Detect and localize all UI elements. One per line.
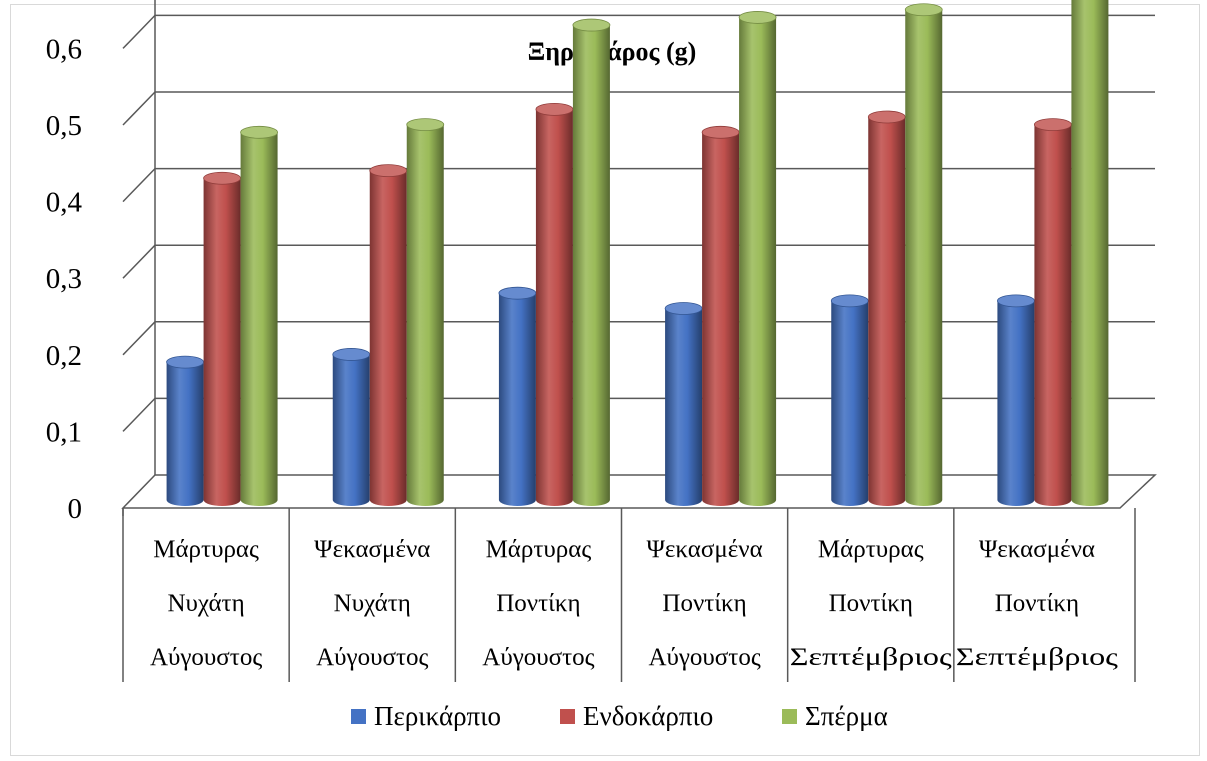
category-label: Σεπτέμβριος: [790, 644, 952, 671]
legend-label-1: Ενδοκάρπιο: [583, 701, 713, 731]
category-label: Ψεκασμένα: [979, 536, 1095, 563]
gridline-diagonal: [122, 14, 156, 49]
y-tick-label: 0,1: [46, 416, 82, 448]
bar-0-2: [498, 293, 536, 506]
bar-top-0-2: [498, 286, 537, 300]
y-tick-label: 0,3: [46, 263, 82, 295]
bar-2-2: [572, 25, 610, 507]
y-tick-label: 0,4: [46, 187, 83, 219]
y-axis-ticks: 00,10,20,30,40,50,60,7: [46, 33, 83, 525]
legend: Περικάρπιο Ενδοκάρπιο Σπέρμα: [351, 701, 888, 731]
category-label: Αύγουστος: [316, 644, 428, 671]
category-table: Μάρτυρας Νυχάτη Αύγουστος Ψεκασμένα Νυχάτη Αύ…: [122, 508, 1136, 682]
legend-swatch-1: [560, 709, 575, 724]
y-tick-label: 0,6: [46, 33, 82, 65]
legend-label-2: Σπέρμα: [805, 701, 888, 731]
bar-top-2-2: [572, 18, 611, 32]
category-label: Ποντίκη: [995, 590, 1079, 617]
category-label: Αύγουστος: [648, 644, 760, 671]
bar-top-2-4: [904, 3, 943, 17]
bar-top-0-5: [997, 294, 1035, 308]
bar-2-1: [406, 124, 444, 506]
gridlines: [122, 14, 1155, 432]
gridline-diagonal: [122, 244, 156, 279]
bar-2-4: [905, 9, 943, 506]
category-label: Μάρτυρας: [818, 536, 924, 563]
bar-0-3: [665, 308, 703, 506]
bar-1-4: [868, 117, 906, 506]
bar-top-0-0: [166, 355, 204, 369]
bar-2-5: [1071, 0, 1109, 506]
gridline-diagonal: [122, 397, 156, 432]
category-label: Μάρτυρας: [153, 536, 259, 563]
chart-title: Ξηρό βάρος (g): [528, 37, 697, 66]
legend-label-0: Περικάρπιο: [374, 701, 501, 731]
bar-top-0-1: [332, 348, 371, 361]
bar-top-1-2: [535, 102, 574, 116]
category-label: Νυχάτη: [334, 590, 411, 617]
bar-top-2-3: [738, 11, 777, 24]
gridline-diagonal: [122, 168, 156, 203]
category-label: Ψεκασμένα: [314, 536, 430, 563]
legend-swatch-2: [782, 709, 797, 724]
category-label: Σεπτέμβριος: [956, 644, 1118, 671]
bar-top-0-4: [830, 294, 869, 308]
bar-1-1: [369, 170, 407, 506]
bar-top-1-5: [1034, 118, 1072, 132]
bars: [166, 0, 1109, 507]
bar-0-4: [831, 300, 869, 506]
bar-top-2-1: [406, 118, 445, 132]
bar-1-2: [535, 109, 573, 506]
legend-swatch-0: [351, 709, 366, 724]
category-label: Μάρτυρας: [486, 536, 592, 563]
gridline-diagonal: [122, 321, 156, 356]
bar-2-3: [739, 17, 777, 506]
bar-top-1-0: [203, 171, 241, 185]
bar-2-0: [240, 132, 278, 506]
bar-top-0-3: [664, 302, 703, 315]
category-label: Ποντίκη: [662, 590, 746, 617]
bar-top-1-4: [867, 110, 906, 124]
category-label: Ποντίκη: [496, 590, 580, 617]
bar-1-0: [203, 178, 241, 506]
bar-0-1: [332, 354, 370, 506]
bar-top-2-0: [240, 125, 278, 139]
bar-0-5: [997, 300, 1035, 506]
bar-0-0: [166, 362, 204, 506]
category-label: Ψεκασμένα: [646, 536, 762, 563]
y-tick-label: 0: [68, 493, 83, 525]
gridline-diagonal: [122, 91, 156, 126]
bar-top-1-1: [369, 164, 408, 178]
bar-1-3: [702, 132, 740, 506]
bar-top-1-3: [701, 125, 740, 139]
category-label: Αύγουστος: [150, 644, 262, 671]
y-tick-label: 0,5: [46, 110, 82, 142]
category-label: Αύγουστος: [482, 644, 594, 671]
category-label: Νυχάτη: [167, 590, 244, 617]
bar-1-5: [1034, 124, 1072, 506]
y-tick-label: 0,2: [46, 340, 82, 372]
category-label: Ποντίκη: [829, 590, 913, 617]
